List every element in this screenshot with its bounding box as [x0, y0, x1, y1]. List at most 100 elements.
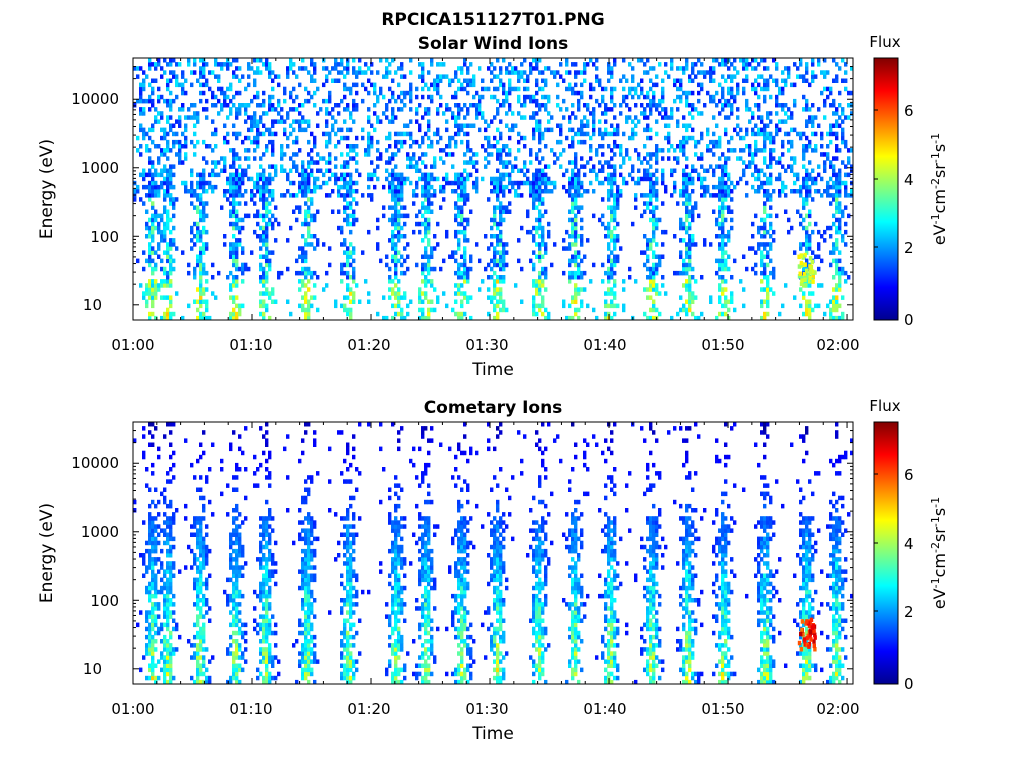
heatmap-cell — [712, 144, 716, 149]
heatmap-cell — [793, 160, 797, 165]
heatmap-cell — [379, 86, 383, 92]
heatmap-cell — [613, 180, 617, 186]
heatmap-cell — [331, 78, 335, 83]
heatmap-cell — [598, 82, 602, 88]
heatmap-cell — [562, 184, 566, 190]
heatmap-cell — [238, 78, 242, 83]
heatmap-cell — [484, 148, 488, 153]
heatmap-cell — [427, 107, 431, 112]
heatmap-cell — [229, 283, 233, 288]
heatmap-cell — [163, 58, 167, 63]
heatmap-cell — [466, 266, 470, 272]
heatmap-cell — [577, 107, 581, 112]
heatmap-cell — [532, 303, 536, 309]
heatmap-cell — [298, 180, 302, 186]
heatmap-cell — [652, 172, 656, 178]
heatmap-cell — [325, 107, 329, 112]
heatmap-cell — [424, 262, 428, 268]
heatmap-cell — [142, 557, 146, 562]
heatmap-cell — [580, 238, 584, 243]
heatmap-cell — [766, 311, 770, 317]
heatmap-cell — [538, 103, 542, 108]
heatmap-cell — [214, 164, 218, 169]
heatmap-cell — [508, 82, 512, 88]
heatmap-cell — [151, 557, 155, 562]
heatmap-cell — [259, 172, 263, 178]
heatmap-cell — [439, 74, 443, 79]
heatmap-cell — [277, 111, 281, 116]
heatmap-cell — [652, 217, 656, 223]
heatmap-cell — [316, 238, 320, 243]
heatmap-cell — [502, 307, 506, 313]
heatmap-cell — [154, 561, 158, 566]
heatmap-cell — [235, 131, 239, 137]
heatmap-cell — [532, 127, 536, 133]
heatmap-cell — [718, 258, 722, 264]
heatmap-cell — [769, 135, 773, 141]
heatmap-cell — [325, 270, 329, 276]
heatmap-cell — [562, 115, 566, 120]
heatmap-cell — [505, 111, 509, 116]
heatmap-cell — [730, 107, 734, 112]
heatmap-cell — [574, 275, 578, 280]
heatmap-cell — [835, 156, 839, 161]
heatmap-cell — [424, 246, 428, 251]
heatmap-cell — [184, 184, 188, 190]
heatmap-cell — [763, 123, 767, 128]
heatmap-cell — [649, 242, 653, 247]
heatmap-cell — [472, 160, 476, 165]
heatmap-cell — [232, 94, 236, 100]
heatmap-cell — [409, 70, 413, 75]
heatmap-cell — [736, 156, 740, 161]
heatmap-cell — [781, 144, 785, 149]
heatmap-cell — [454, 270, 458, 276]
heatmap-cell — [841, 311, 845, 317]
heatmap-cell — [394, 291, 398, 296]
heatmap-cell — [457, 209, 461, 214]
heatmap-cell — [547, 127, 551, 133]
heatmap-cell — [673, 168, 677, 173]
heatmap-cell — [370, 139, 374, 145]
heatmap-cell — [721, 221, 725, 227]
heatmap-cell — [235, 225, 239, 231]
heatmap-cell — [712, 58, 716, 63]
heatmap-cell — [670, 107, 674, 112]
heatmap-cell — [250, 139, 254, 145]
heatmap-cell — [136, 148, 140, 153]
heatmap-cell — [811, 274, 815, 279]
heatmap-cell — [148, 524, 152, 529]
heatmap-cell — [610, 189, 614, 194]
heatmap-cell — [601, 131, 605, 137]
heatmap-cell — [148, 430, 152, 435]
heatmap-cell — [376, 156, 380, 161]
heatmap-cell — [343, 119, 347, 124]
heatmap-cell — [493, 209, 497, 214]
heatmap-cell — [202, 176, 206, 182]
heatmap-cell — [346, 193, 350, 198]
heatmap-cell — [586, 238, 590, 243]
heatmap-cell — [511, 66, 515, 71]
heatmap-cell — [568, 217, 572, 223]
heatmap-cell — [418, 315, 422, 321]
heatmap-cell — [766, 78, 770, 83]
heatmap-cell — [352, 144, 356, 149]
heatmap-cell — [646, 127, 650, 133]
heatmap-cell — [580, 270, 584, 276]
heatmap-cell — [235, 209, 239, 214]
heatmap-cell — [832, 58, 836, 63]
heatmap-cell — [607, 287, 611, 292]
heatmap-cell — [841, 119, 845, 124]
heatmap-cell — [394, 246, 398, 251]
heatmap-cell — [637, 58, 641, 63]
heatmap-cell — [343, 209, 347, 214]
heatmap-cell — [205, 229, 209, 235]
heatmap-cell — [424, 266, 428, 272]
heatmap-cell — [823, 70, 827, 75]
heatmap-cell — [574, 70, 578, 75]
heatmap-cell — [181, 74, 185, 79]
heatmap-cell — [529, 184, 533, 190]
heatmap-cell — [718, 262, 722, 268]
heatmap-cell — [541, 197, 545, 202]
heatmap-cell — [199, 295, 203, 300]
heatmap-cell — [796, 176, 800, 182]
